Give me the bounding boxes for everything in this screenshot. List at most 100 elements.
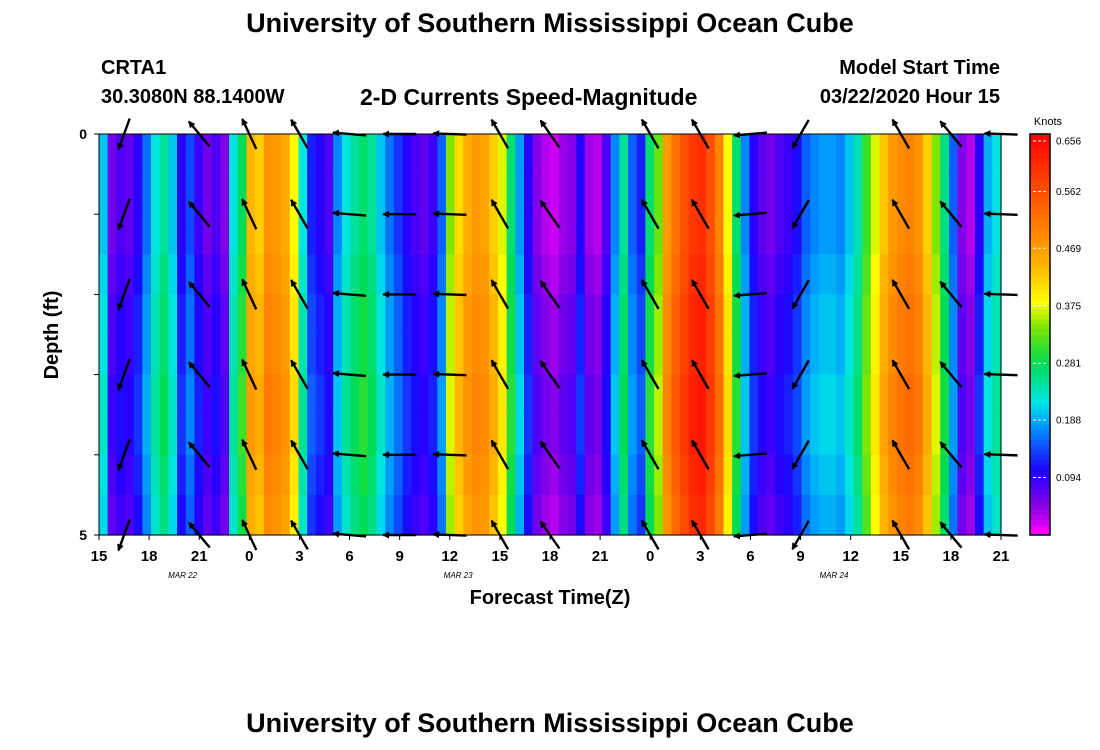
heatmap-cell: [454, 254, 464, 295]
heatmap-cell: [697, 494, 707, 536]
heatmap-cell: [688, 494, 699, 536]
heatmap-cell: [281, 254, 291, 295]
heatmap-cell: [298, 374, 308, 416]
chart-title: 2-D Currents Speed-Magnitude: [360, 84, 698, 110]
heatmap-cell: [125, 374, 135, 416]
heatmap-cell: [463, 374, 473, 416]
heatmap-cell: [801, 374, 811, 416]
colorbar-segment: [1030, 389, 1050, 396]
heatmap-cell: [376, 214, 386, 255]
heatmap-cell: [662, 174, 673, 215]
heatmap-cell: [576, 174, 586, 215]
heatmap-cell: [784, 174, 794, 215]
heatmap-cell: [220, 414, 230, 456]
heatmap-cell: [836, 374, 846, 416]
heatmap-cell: [567, 334, 577, 376]
heatmap-cell: [706, 494, 716, 536]
heatmap-cell: [922, 374, 933, 416]
heatmap-cell: [315, 454, 326, 496]
heatmap-cell: [550, 414, 560, 456]
heatmap-cell: [992, 414, 1002, 456]
heatmap-cell: [992, 174, 1002, 215]
heatmap-cell: [645, 294, 655, 336]
heatmap-cell: [116, 254, 126, 295]
heatmap-cell: [272, 294, 282, 336]
heatmap-cell: [697, 214, 707, 255]
heatmap-cell: [246, 414, 256, 456]
heatmap-cell: [506, 454, 516, 496]
colorbar-segment: [1030, 324, 1050, 331]
heatmap-cell: [263, 494, 274, 536]
heatmap-cell: [194, 134, 204, 175]
heatmap-cell: [775, 134, 785, 175]
heatmap-cell: [497, 134, 508, 175]
heatmap-cell: [862, 454, 872, 496]
heatmap-cell: [168, 374, 178, 416]
heatmap-cell: [203, 134, 213, 175]
heatmap-cell: [125, 494, 135, 536]
heatmap-cell: [463, 334, 473, 376]
heatmap-cell: [792, 254, 803, 295]
heatmap-cell: [645, 134, 655, 175]
heatmap-cell: [610, 214, 620, 255]
heatmap-cell: [428, 494, 438, 536]
heatmap-cell: [714, 454, 725, 496]
heatmap-cell: [957, 494, 967, 536]
heatmap-cell: [862, 214, 872, 255]
heatmap-cell: [471, 414, 482, 456]
heatmap-cell: [177, 174, 187, 215]
heatmap-cell: [645, 414, 655, 456]
heatmap-cell: [454, 414, 464, 456]
heatmap-cell: [550, 454, 560, 496]
heatmap-cell: [454, 294, 464, 336]
heatmap-cell: [567, 494, 577, 536]
heatmap-cell: [194, 174, 204, 215]
heatmap-cell: [931, 134, 941, 175]
heatmap-cell: [558, 334, 568, 376]
heatmap-cell: [662, 334, 673, 376]
heatmap-cell: [203, 374, 213, 416]
heatmap-cell: [428, 254, 438, 295]
heatmap-cell: [489, 174, 499, 215]
heatmap-cell: [940, 294, 950, 336]
heatmap-cell: [125, 414, 135, 456]
heatmap-cell: [706, 294, 716, 336]
heatmap-cell: [402, 454, 412, 496]
current-vector: [690, 279, 710, 310]
colorbar-segment: [1030, 489, 1050, 496]
heatmap-cell: [931, 294, 941, 336]
heatmap-cell: [992, 214, 1002, 255]
heatmap-cell: [185, 374, 195, 416]
heatmap-cell: [367, 414, 378, 456]
heatmap-cell: [246, 254, 256, 295]
heatmap-cell: [957, 374, 967, 416]
heatmap-cell: [263, 254, 274, 295]
heatmap-cell: [749, 494, 759, 536]
x-tick-label: 6: [746, 548, 754, 565]
heatmap-cell: [974, 214, 985, 255]
heatmap-cell: [272, 414, 282, 456]
heatmap-cell: [324, 294, 334, 336]
heatmap-cell: [697, 134, 707, 175]
heatmap-cell: [506, 414, 516, 456]
heatmap-cell: [211, 334, 222, 376]
heatmap-cell: [836, 494, 846, 536]
heatmap-cell: [385, 174, 395, 215]
heatmap-cell: [749, 334, 759, 376]
heatmap-cell: [419, 214, 430, 255]
heatmap-cell: [367, 174, 378, 215]
colorbar-segment: [1030, 509, 1050, 516]
heatmap-cell: [602, 174, 612, 215]
colorbar-segment: [1030, 354, 1050, 361]
current-vector: [332, 370, 367, 378]
colorbar-segment: [1030, 274, 1050, 280]
heatmap-cell: [584, 174, 594, 215]
heatmap-cell: [654, 134, 664, 175]
heatmap-cell: [489, 374, 499, 416]
colorbar-segment: [1030, 469, 1050, 476]
heatmap-cell: [749, 174, 759, 215]
current-vector: [690, 439, 710, 470]
heatmap-cell: [714, 254, 725, 295]
current-vector: [432, 370, 467, 378]
heatmap-cell: [671, 414, 681, 456]
